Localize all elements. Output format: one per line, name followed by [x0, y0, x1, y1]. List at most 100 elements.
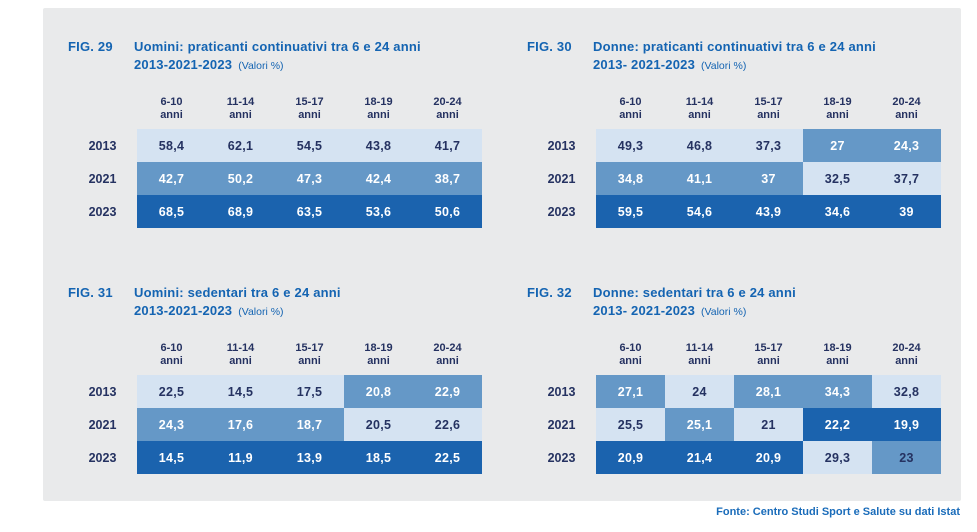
table-cell: 41,7	[413, 129, 482, 162]
column-header: 15-17 anni	[734, 96, 803, 122]
table-cell: 21	[734, 408, 803, 441]
column-header-range: 6-10	[619, 96, 642, 108]
figure-31: FIG. 31 Uomini: sedentari tra 6 e 24 ann…	[43, 284, 502, 474]
column-header-unit: anni	[619, 109, 642, 121]
table-cell: 59,5	[596, 195, 665, 228]
table-row: 2023 14,5 11,9 13,9 18,5 22,5	[68, 441, 482, 474]
figure-31-subtitle: 2013-2021-2023 (Valori %)	[134, 302, 502, 321]
table-cell: 34,6	[803, 195, 872, 228]
column-header-unit: anni	[757, 109, 780, 121]
table-cell: 32,8	[872, 375, 941, 408]
figure-30-title: Donne: praticanti continuativi tra 6 e 2…	[593, 39, 876, 54]
table-cell: 27,1	[596, 375, 665, 408]
table-cell: 43,8	[344, 129, 413, 162]
table-cell: 41,1	[665, 162, 734, 195]
column-header: 11-14 anni	[206, 96, 275, 122]
row-year-label: 2013	[547, 138, 576, 153]
column-header-unit: anni	[826, 355, 849, 367]
row-year-label: 2013	[88, 138, 117, 153]
column-header-range: 6-10	[160, 96, 183, 108]
figure-31-title: Uomini: sedentari tra 6 e 24 anni	[134, 285, 341, 300]
table-cell: 14,5	[206, 375, 275, 408]
table-cell: 54,5	[275, 129, 344, 162]
column-header-range: 18-19	[364, 96, 393, 108]
table-cell: 20,5	[344, 408, 413, 441]
column-header-unit: anni	[367, 109, 390, 121]
figure-31-years: 2013-2021-2023	[134, 303, 233, 318]
row-year-label: 2023	[547, 204, 576, 219]
table-cell: 46,8	[665, 129, 734, 162]
figure-30-years: 2013- 2021-2023	[593, 57, 696, 72]
column-header-range: 6-10	[160, 342, 183, 354]
row-year-label: 2023	[88, 204, 117, 219]
figure-29-unit-note: (Valori %)	[238, 60, 284, 72]
table-cell: 21,4	[665, 441, 734, 474]
table-row: 2021 42,7 50,2 47,3 42,4 38,7	[68, 162, 482, 195]
table-cell: 37,3	[734, 129, 803, 162]
column-header-unit: anni	[298, 355, 321, 367]
column-header: 6-10 anni	[137, 96, 206, 122]
table-header-row: 6-10 anni 11-14 anni 15-17 anni 18-19 anni 2…	[527, 342, 941, 375]
figure-29-title: Uomini: praticanti continuativi tra 6 e …	[134, 39, 421, 54]
figure-30-number: FIG. 30	[527, 39, 572, 54]
figure-29-table: 6-10 anni 11-14 anni 15-17 anni 18-19 anni 2…	[68, 96, 482, 228]
column-header-range: 11-14	[685, 96, 714, 108]
column-header: 15-17 anni	[734, 342, 803, 368]
column-header-unit: anni	[436, 355, 459, 367]
figure-32-header: FIG. 32 Donne: sedentari tra 6 e 24 anni…	[527, 284, 961, 321]
column-header: 6-10 anni	[137, 342, 206, 368]
table-cell: 23	[872, 441, 941, 474]
table-cell: 18,7	[275, 408, 344, 441]
table-cell: 43,9	[734, 195, 803, 228]
column-header: 6-10 anni	[596, 342, 665, 368]
column-header-unit: anni	[619, 355, 642, 367]
column-header-unit: anni	[367, 355, 390, 367]
column-header-unit: anni	[688, 355, 711, 367]
table-row: 2013 49,3 46,8 37,3 27 24,3	[527, 129, 941, 162]
figure-31-header: FIG. 31 Uomini: sedentari tra 6 e 24 ann…	[68, 284, 502, 321]
table-cell: 54,6	[665, 195, 734, 228]
figure-30: FIG. 30 Donne: praticanti continuativi t…	[502, 38, 961, 228]
table-corner	[68, 342, 137, 368]
column-header-range: 18-19	[364, 342, 393, 354]
table-row: 2021 24,3 17,6 18,7 20,5 22,6	[68, 408, 482, 441]
column-header-unit: anni	[229, 109, 252, 121]
table-cell: 68,5	[137, 195, 206, 228]
figure-31-table: 6-10 anni 11-14 anni 15-17 anni 18-19 anni 2…	[68, 342, 482, 474]
table-row: 2013 22,5 14,5 17,5 20,8 22,9	[68, 375, 482, 408]
figure-30-subtitle: 2013- 2021-2023 (Valori %)	[593, 56, 961, 75]
table-cell: 20,9	[596, 441, 665, 474]
figure-32-years: 2013- 2021-2023	[593, 303, 696, 318]
column-header-range: 11-14	[685, 342, 714, 354]
figure-32-number: FIG. 32	[527, 285, 572, 300]
row-year-label: 2023	[88, 450, 117, 465]
table-cell: 42,4	[344, 162, 413, 195]
column-header-range: 20-24	[433, 96, 462, 108]
figure-31-unit-note: (Valori %)	[238, 306, 284, 318]
column-header: 11-14 anni	[665, 342, 734, 368]
column-header: 11-14 anni	[206, 342, 275, 368]
table-cell: 38,7	[413, 162, 482, 195]
table-cell: 28,1	[734, 375, 803, 408]
table-cell: 24	[665, 375, 734, 408]
row-year-label: 2021	[547, 171, 576, 186]
table-header-row: 6-10 anni 11-14 anni 15-17 anni 18-19 anni 2…	[527, 96, 941, 129]
table-cell: 39	[872, 195, 941, 228]
column-header-unit: anni	[229, 355, 252, 367]
column-header-unit: anni	[757, 355, 780, 367]
column-header: 6-10 anni	[596, 96, 665, 122]
table-corner	[527, 342, 596, 368]
figure-32: FIG. 32 Donne: sedentari tra 6 e 24 anni…	[502, 284, 961, 474]
table-cell: 24,3	[137, 408, 206, 441]
column-header: 11-14 anni	[665, 96, 734, 122]
column-header: 15-17 anni	[275, 342, 344, 368]
column-header: 20-24 anni	[413, 342, 482, 368]
table-row: 2023 68,5 68,9 63,5 53,6 50,6	[68, 195, 482, 228]
table-row: 2021 25,5 25,1 21 22,2 19,9	[527, 408, 941, 441]
table-cell: 18,5	[344, 441, 413, 474]
table-cell: 19,9	[872, 408, 941, 441]
table-cell: 13,9	[275, 441, 344, 474]
row-year-label: 2013	[547, 384, 576, 399]
column-header-range: 20-24	[892, 342, 921, 354]
column-header-unit: anni	[688, 109, 711, 121]
